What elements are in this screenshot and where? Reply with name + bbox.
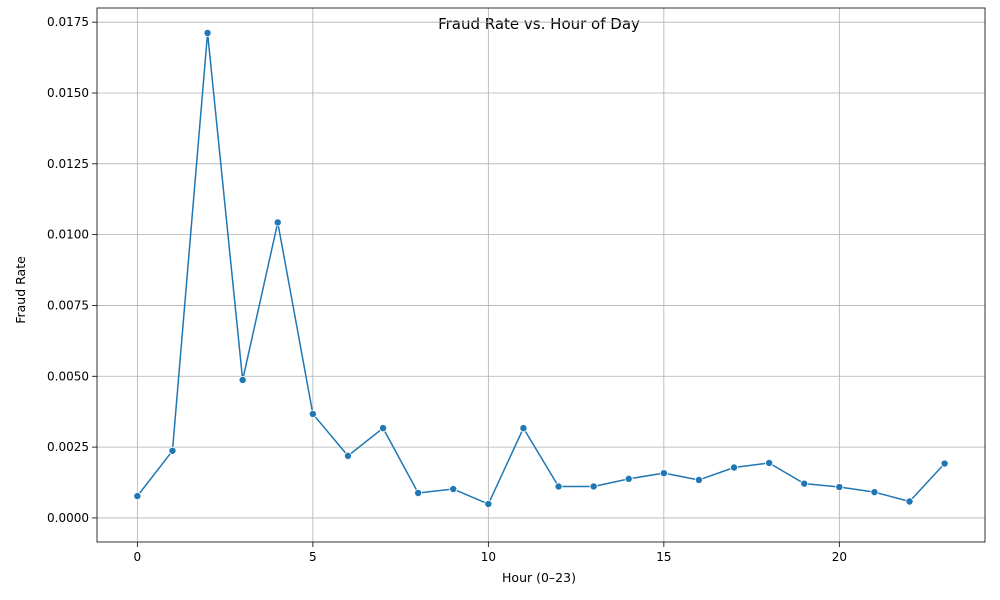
y-tick-label: 0.0125 xyxy=(47,157,89,171)
y-tick-label: 0.0150 xyxy=(47,86,89,100)
data-point xyxy=(589,482,598,491)
y-tick-label: 0.0050 xyxy=(47,369,89,383)
plot-frame xyxy=(96,7,986,543)
y-axis-label: Fraud Rate xyxy=(13,256,28,324)
y-tick-label: 0.0000 xyxy=(47,511,89,525)
x-axis-label: Hour (0–23) xyxy=(502,570,576,585)
data-point xyxy=(940,459,949,468)
data-point xyxy=(273,218,282,227)
series-layer xyxy=(133,28,949,509)
data-point xyxy=(694,475,703,484)
data-point xyxy=(905,497,914,506)
data-point xyxy=(835,483,844,492)
data-point xyxy=(484,500,493,509)
data-point xyxy=(659,469,668,478)
data-point xyxy=(519,424,528,433)
data-point xyxy=(379,424,388,433)
grid-lines xyxy=(97,8,985,542)
x-tick-label: 10 xyxy=(481,550,496,564)
x-tick-label: 0 xyxy=(134,550,142,564)
data-point xyxy=(870,488,879,497)
data-point xyxy=(238,375,247,384)
data-point xyxy=(554,482,563,491)
y-tick-label: 0.0025 xyxy=(47,440,89,454)
data-point xyxy=(133,492,142,501)
y-tick-label: 0.0175 xyxy=(47,15,89,29)
series-line xyxy=(136,32,946,505)
data-point xyxy=(203,28,212,37)
y-tick-label: 0.0100 xyxy=(47,228,89,242)
data-point xyxy=(168,446,177,455)
data-point xyxy=(414,488,423,497)
axis-ticks: 0 5 10 15 20 0.0000 0.0025 0.0050 0.0075 0.0100 0.… xyxy=(47,15,847,564)
data-point xyxy=(730,463,739,472)
x-tick-label: 20 xyxy=(832,550,847,564)
data-point xyxy=(308,409,317,418)
x-tick-label: 15 xyxy=(656,550,671,564)
data-point xyxy=(343,451,352,460)
data-point xyxy=(765,458,774,467)
data-point xyxy=(624,474,633,483)
data-point xyxy=(800,479,809,488)
y-tick-label: 0.0075 xyxy=(47,298,89,312)
data-point xyxy=(449,485,458,494)
x-tick-label: 5 xyxy=(309,550,317,564)
chart-title: Fraud Rate vs. Hour of Day xyxy=(438,15,640,33)
